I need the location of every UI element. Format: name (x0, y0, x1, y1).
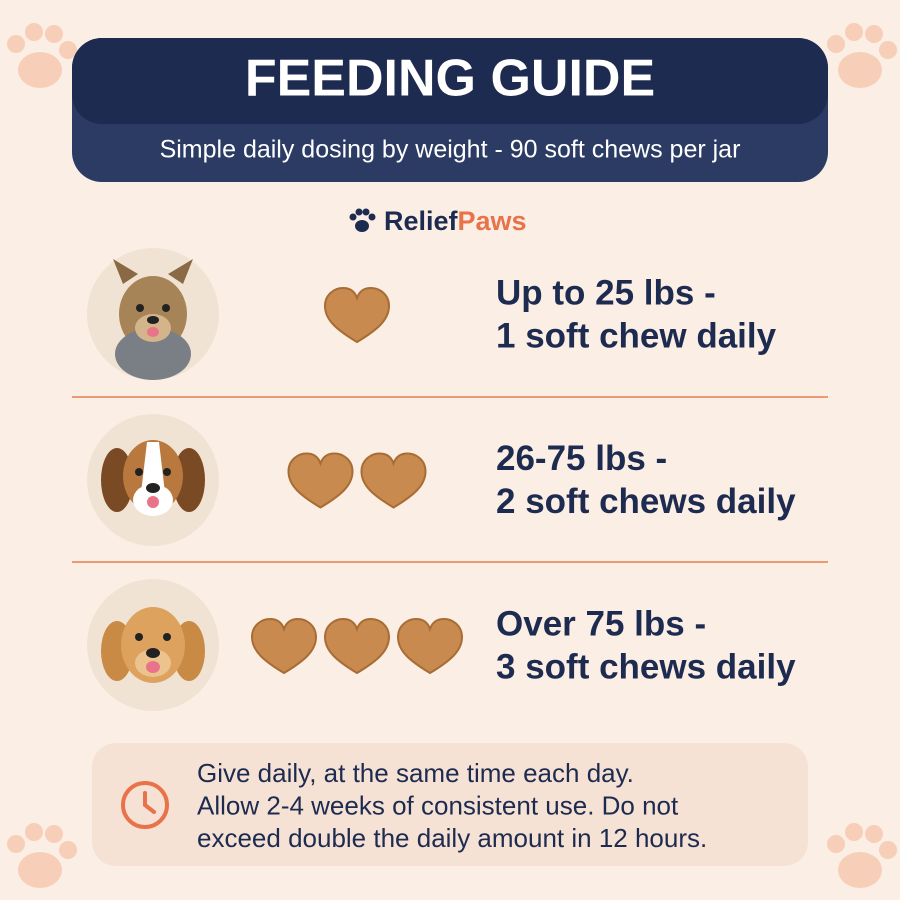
note-line: Allow 2-4 weeks of consistent use. Do no… (197, 790, 679, 820)
row-dose: 1 soft chew daily (496, 316, 777, 355)
paw-decorations (7, 23, 897, 888)
note: Give daily, at the same time each day.Al… (197, 758, 707, 853)
row-dose: 3 soft chews daily (496, 647, 796, 686)
chew (396, 617, 464, 675)
row-weight: 26-75 lbs - (496, 439, 667, 478)
note-line: Give daily, at the same time each day. (197, 758, 634, 788)
dog-large (87, 579, 219, 711)
brand-icon (349, 208, 376, 232)
chew (323, 286, 391, 344)
note-box (92, 743, 808, 866)
brand: ReliefPaws (384, 206, 527, 236)
chew (323, 617, 391, 675)
row-dose: 2 soft chews daily (496, 482, 796, 521)
row-weight: Over 75 lbs - (496, 604, 706, 643)
subtitle: Simple daily dosing by weight - 90 soft … (160, 136, 741, 164)
dog-small (87, 248, 219, 380)
chew (287, 452, 354, 509)
chew (360, 452, 427, 509)
brand-part: Paws (458, 206, 527, 236)
clock-icon (121, 781, 169, 829)
header-top (72, 38, 828, 124)
rows: Up to 25 lbs - 1 soft chew daily 26-75 lbs… (250, 273, 796, 686)
title: FEEDING GUIDE (245, 50, 655, 108)
dog-medium (87, 414, 219, 546)
row-weight: Up to 25 lbs - (496, 273, 716, 312)
note-line: exceed double the daily amount in 12 hou… (197, 823, 707, 853)
brand-part: Relief (384, 206, 459, 236)
chew (250, 617, 318, 675)
